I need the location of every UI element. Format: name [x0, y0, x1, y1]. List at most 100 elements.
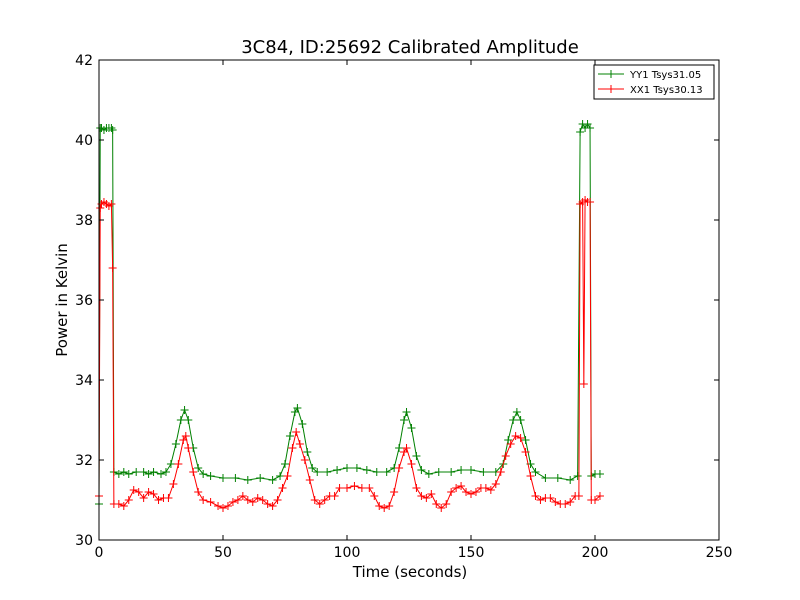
- x-tick-label: 150: [458, 545, 485, 561]
- data-point: [576, 128, 585, 136]
- data-point: [164, 494, 173, 502]
- data-point: [365, 484, 374, 492]
- data-point: [199, 470, 208, 478]
- data-point: [509, 416, 518, 424]
- legend-box: [593, 64, 715, 100]
- data-point: [228, 498, 237, 506]
- y-tick-label: 38: [75, 213, 93, 229]
- data-point: [561, 500, 570, 508]
- x-axis-label: Time (seconds): [352, 563, 468, 581]
- data-point: [335, 484, 344, 492]
- y-tick-label: 36: [75, 293, 93, 309]
- data-point: [108, 264, 117, 272]
- data-point: [536, 496, 545, 504]
- data-point: [417, 466, 426, 474]
- data-point: [194, 488, 203, 496]
- data-point: [541, 474, 550, 482]
- data-point: [501, 452, 510, 460]
- data-point: [223, 502, 232, 510]
- data-point: [194, 464, 203, 472]
- data-point: [144, 488, 153, 496]
- data-point: [276, 472, 285, 480]
- data-point: [96, 204, 105, 212]
- data-point: [114, 500, 123, 508]
- data-point: [395, 444, 404, 452]
- data-point: [412, 484, 421, 492]
- data-point: [139, 468, 148, 476]
- data-point: [285, 432, 294, 440]
- x-tick-label: 100: [334, 545, 361, 561]
- data-point: [129, 486, 138, 494]
- y-tick-label: 32: [75, 453, 93, 469]
- data-point: [442, 500, 451, 508]
- data-point: [139, 494, 148, 502]
- data-point: [199, 496, 208, 504]
- data-point: [293, 404, 302, 412]
- data-point: [496, 468, 505, 476]
- data-point: [161, 468, 170, 476]
- data-point: [526, 472, 535, 480]
- data-point: [380, 504, 389, 512]
- data-point: [292, 428, 301, 436]
- legend-marker: [607, 85, 615, 93]
- legend-label: XX1 Tsys30.13: [630, 85, 703, 96]
- data-point: [579, 380, 588, 388]
- data-point: [278, 484, 287, 492]
- legend-label: YY1 Tsys31.05: [629, 70, 701, 81]
- data-point: [119, 502, 128, 510]
- data-point: [357, 484, 366, 492]
- data-point: [176, 416, 185, 424]
- data-point: [375, 502, 384, 510]
- data-point: [154, 496, 163, 504]
- data-point: [206, 498, 215, 506]
- data-point: [108, 126, 117, 134]
- data-point: [511, 432, 520, 440]
- data-point: [586, 124, 595, 132]
- data-point: [362, 466, 371, 474]
- legend-marker: [607, 70, 615, 78]
- data-point: [417, 492, 426, 500]
- data-point: [253, 494, 262, 502]
- data-point: [231, 474, 240, 482]
- data-point: [323, 468, 332, 476]
- data-point: [586, 198, 595, 206]
- data-point: [402, 408, 411, 416]
- data-point: [243, 476, 252, 484]
- data-point: [595, 492, 604, 500]
- y-axis-label: Power in Kelvin: [53, 243, 71, 357]
- data-point: [457, 482, 466, 490]
- data-point: [248, 498, 257, 506]
- plot-area: [95, 120, 604, 512]
- data-point: [333, 466, 342, 474]
- data-point: [390, 488, 399, 496]
- data-point: [382, 468, 391, 476]
- data-point: [308, 464, 317, 472]
- data-point: [174, 460, 183, 468]
- data-point: [486, 486, 495, 494]
- data-point: [457, 466, 466, 474]
- data-point: [107, 200, 116, 208]
- data-point: [350, 482, 359, 490]
- data-point: [298, 420, 307, 428]
- data-point: [169, 480, 178, 488]
- data-point: [330, 492, 339, 500]
- y-tick-label: 34: [75, 373, 93, 389]
- data-point: [184, 416, 193, 424]
- x-tick-label: 200: [582, 545, 609, 561]
- data-point: [467, 490, 475, 498]
- data-point: [181, 432, 190, 440]
- y-tick-label: 42: [75, 53, 93, 69]
- data-point: [180, 406, 189, 414]
- series-0: [95, 120, 604, 508]
- data-point: [119, 468, 128, 476]
- data-point: [238, 492, 247, 500]
- data-point: [481, 484, 490, 492]
- data-point: [189, 468, 198, 476]
- x-tick-label: 250: [706, 545, 733, 561]
- data-point: [315, 500, 324, 508]
- data-point: [281, 460, 289, 468]
- data-point: [437, 504, 446, 512]
- data-point: [385, 502, 394, 510]
- data-point: [595, 470, 604, 478]
